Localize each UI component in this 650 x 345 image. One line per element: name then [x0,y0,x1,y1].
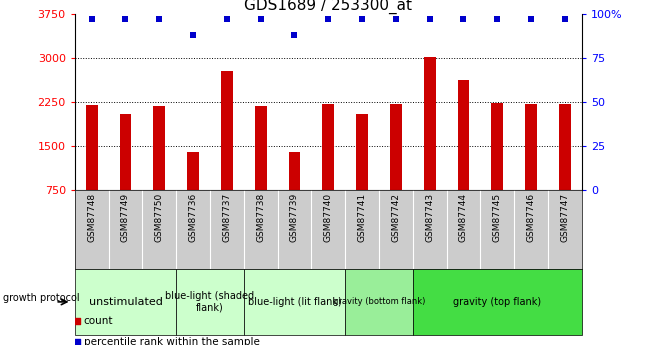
Bar [413,269,582,335]
Point [391,16,401,22]
Bar [356,114,368,190]
Bar [86,105,97,190]
Bar [153,107,165,190]
Text: growth protocol: growth protocol [3,294,80,303]
Text: GSM87739: GSM87739 [290,193,299,242]
Point [265,234,275,240]
Text: count: count [84,316,113,326]
Title: GDS1689 / 253300_at: GDS1689 / 253300_at [244,0,412,14]
Text: blue-light (lit flank): blue-light (lit flank) [248,297,341,307]
Text: GSM87748: GSM87748 [87,193,96,242]
Text: GSM87743: GSM87743 [425,193,434,242]
Point [492,16,502,22]
Text: GSM87737: GSM87737 [222,193,231,242]
Point [120,16,131,22]
Text: GSM87746: GSM87746 [526,193,536,242]
Text: unstimulated: unstimulated [88,297,162,307]
Bar [322,104,334,190]
Point [86,16,97,22]
Point [255,16,266,22]
Point [526,16,536,22]
Text: GSM87742: GSM87742 [391,193,400,242]
Text: GSM87744: GSM87744 [459,193,468,242]
Point [222,16,232,22]
Text: GSM87749: GSM87749 [121,193,130,242]
Bar [120,114,131,190]
Text: GSM87750: GSM87750 [155,193,164,242]
Text: blue-light (shaded
flank): blue-light (shaded flank) [165,291,255,313]
Point [265,46,275,52]
Text: GSM87745: GSM87745 [493,193,502,242]
Text: GSM87747: GSM87747 [560,193,569,242]
Point [560,16,570,22]
Point [188,32,198,38]
Bar [559,104,571,190]
Point [154,16,164,22]
Bar [221,71,233,190]
Bar [390,104,402,190]
Bar [424,57,436,190]
Bar [244,269,345,335]
Bar [289,152,300,190]
Text: GSM87741: GSM87741 [358,193,367,242]
Text: gravity (top flank): gravity (top flank) [453,297,541,307]
Text: GSM87736: GSM87736 [188,193,198,242]
Bar [176,269,244,335]
Bar [491,103,503,190]
Bar [525,104,537,190]
Bar [345,269,413,335]
Text: GSM87738: GSM87738 [256,193,265,242]
Bar [187,152,199,190]
Text: GSM87740: GSM87740 [324,193,333,242]
Bar [75,269,176,335]
Point [323,16,333,22]
Point [289,32,300,38]
Text: percentile rank within the sample: percentile rank within the sample [84,337,259,345]
Bar [255,107,266,190]
Bar [458,80,469,190]
Text: gravity (bottom flank): gravity (bottom flank) [333,297,425,306]
Point [424,16,435,22]
Point [357,16,367,22]
Point [458,16,469,22]
